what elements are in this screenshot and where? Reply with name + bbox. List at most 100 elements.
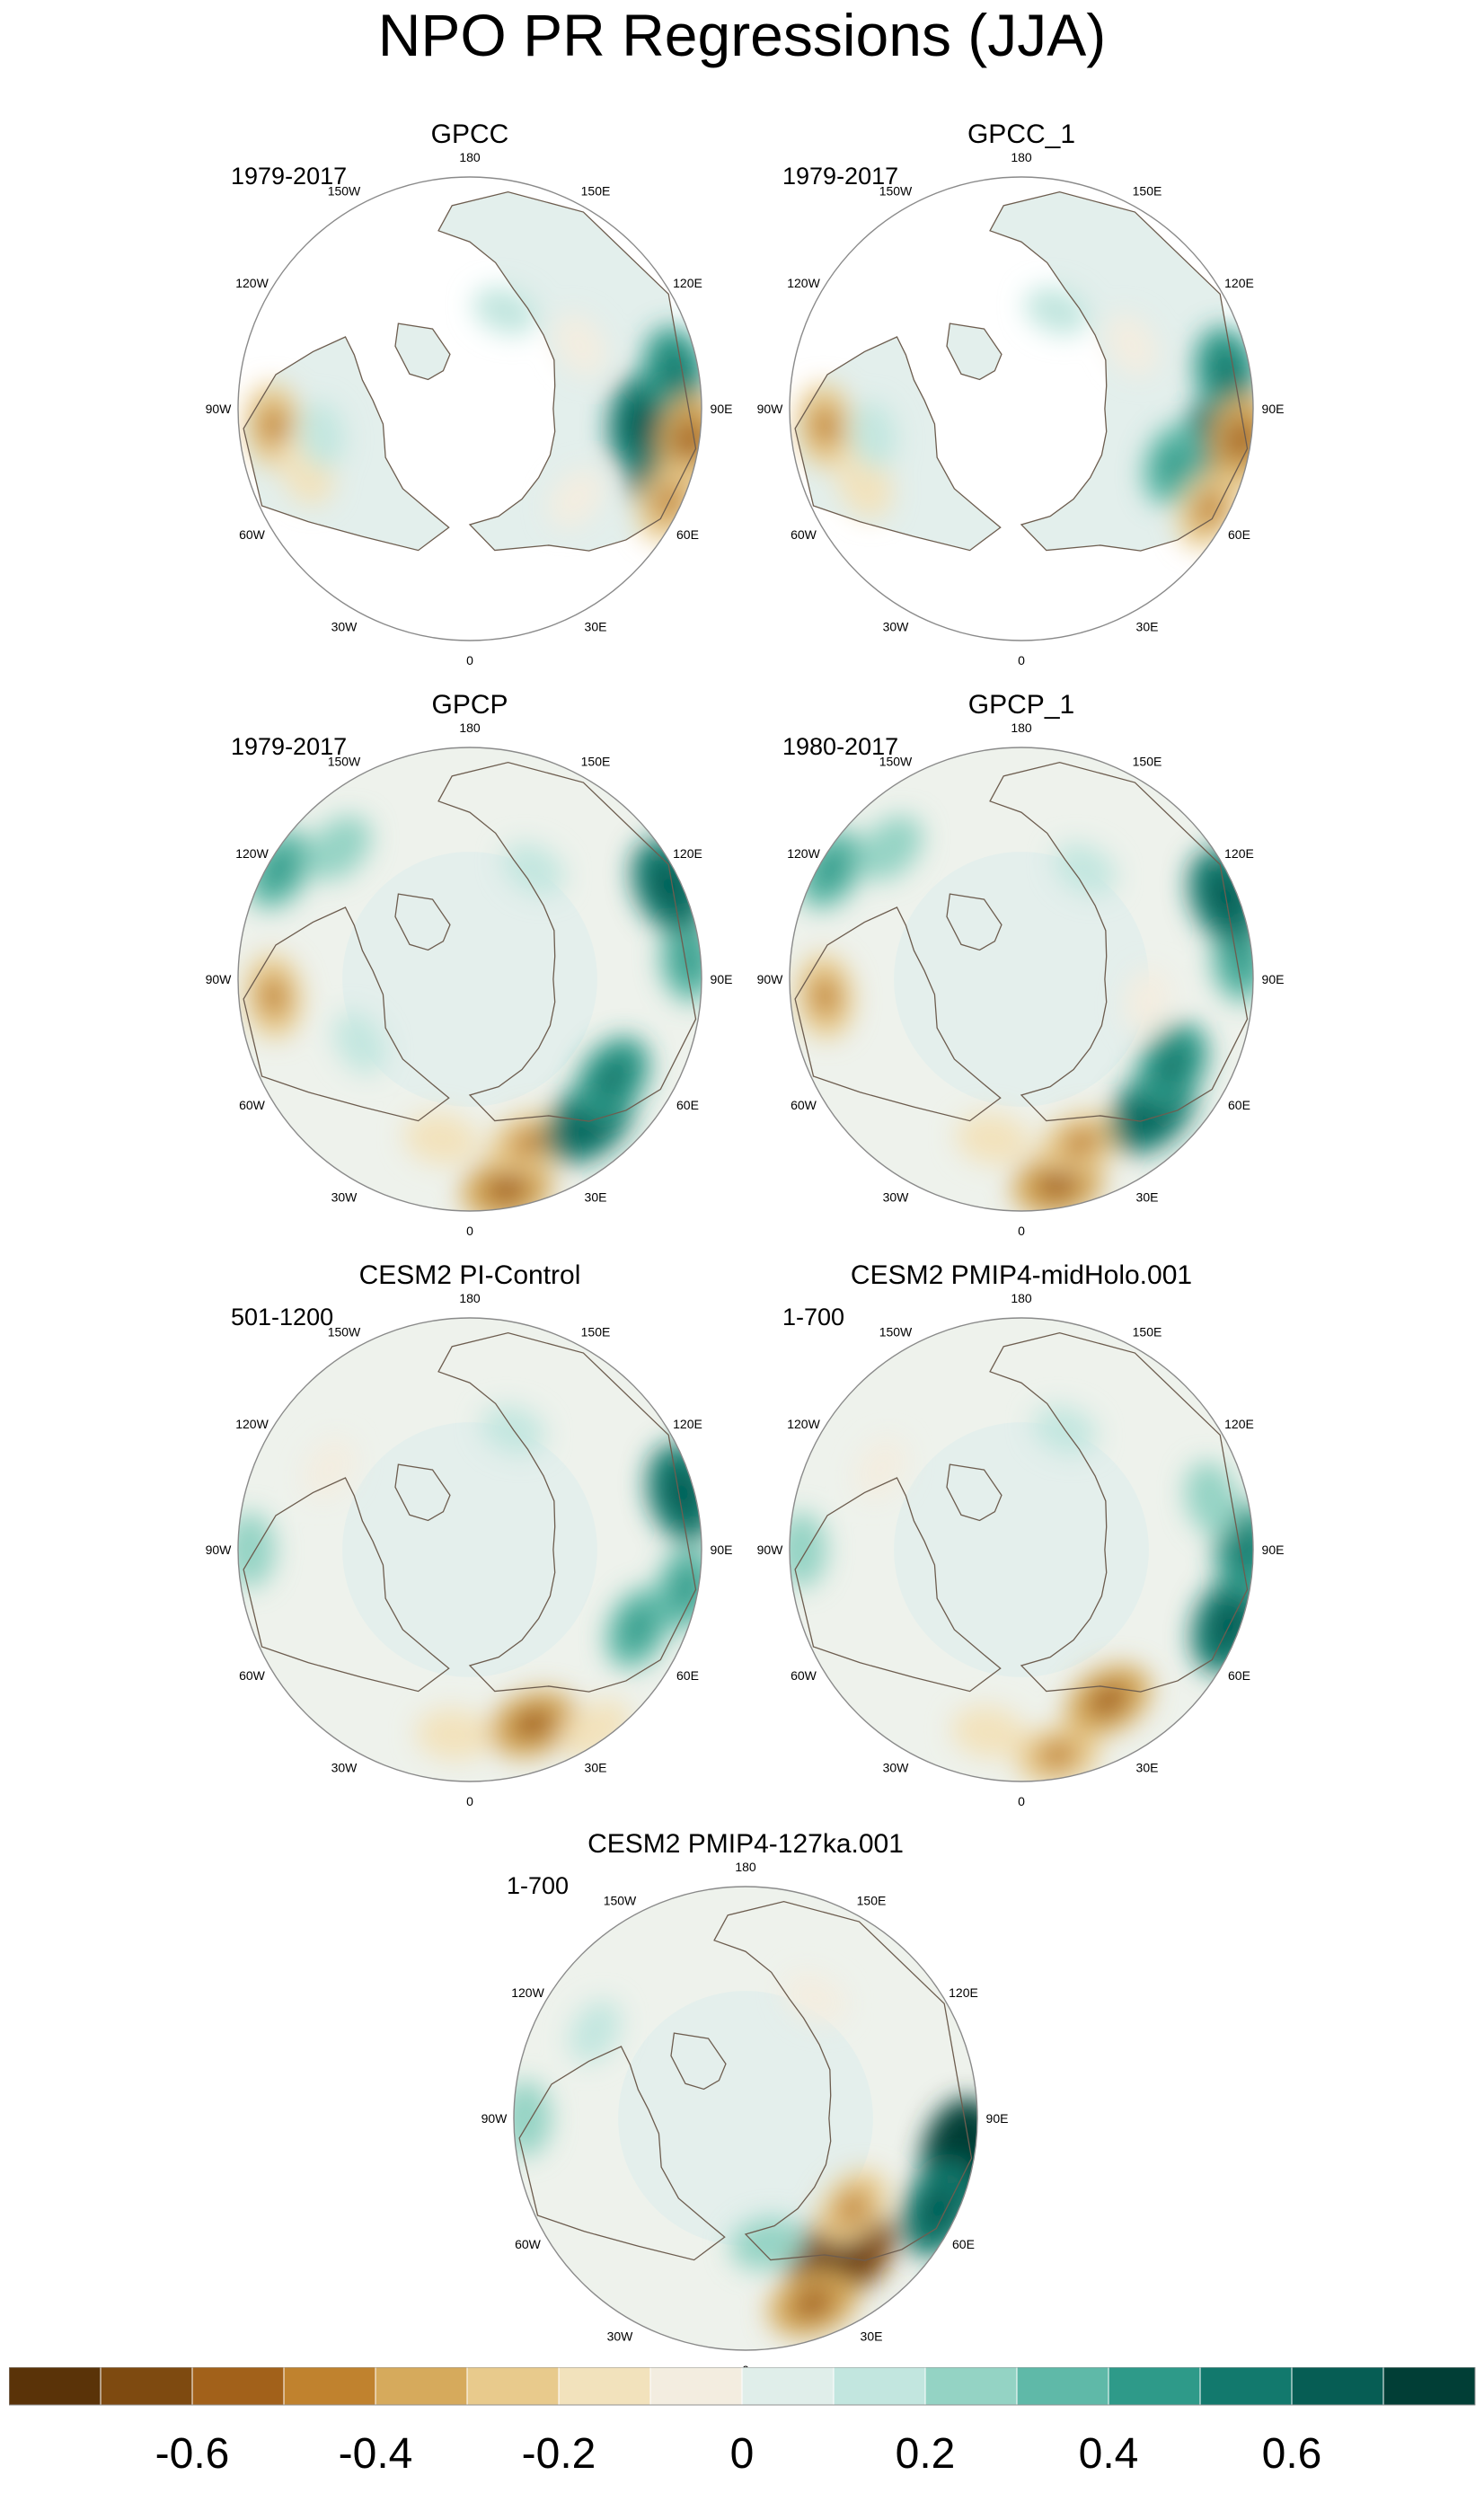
map-panel: CESM2 PMIP4-127ka.001 1-700 180 150E 120E 90E… [481, 1829, 1009, 2377]
longitude-label: 120E [673, 276, 702, 290]
longitude-label: 30W [883, 1189, 910, 1204]
longitude-label: 90W [757, 1543, 784, 1557]
longitude-label: 120W [235, 1417, 269, 1431]
panel-title: GPCP_1 [968, 690, 1074, 720]
longitude-label: 150E [1133, 1325, 1162, 1339]
anomaly-blob [548, 468, 605, 528]
map-background [342, 852, 597, 1107]
anomaly-blob [403, 1112, 480, 1165]
longitude-label: 180 [459, 1291, 481, 1305]
colorbar-box [283, 2367, 376, 2406]
colorbar-box [741, 2367, 835, 2406]
longitude-label: 60E [1228, 1668, 1250, 1683]
anomaly-core [623, 1608, 653, 1648]
colorbar-box [924, 2367, 1018, 2406]
panel-period: 1979-2017 [782, 163, 898, 190]
longitude-label: 60W [239, 527, 266, 542]
longitude-label: 120W [787, 846, 820, 861]
colorbar-frame [9, 2367, 1476, 2406]
anomaly-core [260, 405, 287, 446]
longitude-label: 120W [235, 846, 269, 861]
longitude-label: 0 [466, 1224, 473, 1238]
coastline [243, 336, 450, 552]
longitude-label: 150E [1133, 184, 1162, 199]
longitude-label: 150W [879, 755, 913, 769]
coastline [394, 893, 451, 951]
colorbar-box [1382, 2367, 1476, 2406]
anomaly-core [626, 399, 659, 448]
longitude-label: 150W [604, 1894, 637, 1908]
longitude-label: 60E [676, 527, 699, 542]
anomaly-blob [951, 1706, 1027, 1759]
coastline [794, 906, 1002, 1122]
panel-title: CESM2 PMIP4-127ka.001 [587, 1829, 904, 1859]
anomaly-core [509, 1127, 549, 1157]
longitude-label: 30W [883, 619, 910, 633]
anomaly-blob [554, 314, 606, 376]
map-panel: GPCC 1979-2017 180 150E 120E 90E 60E 30E 0 30W 60W… [206, 119, 733, 667]
anomaly-blob [298, 402, 345, 469]
anomaly-core [676, 940, 702, 981]
panel-title: GPCC [431, 119, 509, 149]
longitude-label: 90W [757, 972, 784, 986]
coastline [989, 1331, 1249, 1693]
longitude-label: 90E [1262, 972, 1285, 986]
longitude-label: 30E [585, 619, 607, 633]
longitude-label: 90W [206, 402, 233, 416]
longitude-label: 120E [949, 1985, 978, 2000]
longitude-label: 60W [515, 2237, 542, 2251]
longitude-label: 120E [1224, 276, 1254, 290]
longitude-label: 150E [581, 1325, 611, 1339]
longitude-label: 60E [1228, 527, 1250, 542]
colorbar-box [1199, 2367, 1293, 2406]
longitude-label: 30E [585, 1760, 607, 1774]
longitude-label: 120W [235, 276, 269, 290]
land-field [243, 337, 449, 551]
panel-period: 501-1200 [231, 1304, 333, 1330]
longitude-label: 30E [1136, 1189, 1159, 1204]
anomaly-core [484, 1173, 529, 1205]
anomaly-core [260, 976, 287, 1017]
coastline [243, 1477, 450, 1693]
coastline [243, 906, 450, 1122]
longitude-label: 60W [791, 1668, 817, 1683]
longitude-label: 150E [857, 1894, 887, 1908]
anomaly-blob [238, 1512, 276, 1587]
anomaly-core [1038, 1741, 1078, 1769]
longitude-label: 120E [1224, 846, 1254, 861]
coastline [989, 190, 1249, 552]
longitude-label: 60E [676, 1098, 699, 1112]
colorbar-label: -0.4 [339, 2430, 413, 2478]
panel-period: 1-700 [782, 1304, 844, 1330]
map-outline [237, 176, 702, 641]
colorbar-label: 0.4 [1079, 2430, 1139, 2478]
colorbar-box [1108, 2367, 1201, 2406]
anomaly-core [1087, 1683, 1129, 1718]
coastline [670, 2032, 727, 2091]
colorbar-box [9, 2367, 102, 2406]
anomaly-core [921, 2185, 958, 2232]
anomaly-blob [850, 402, 897, 469]
longitude-label: 150E [581, 184, 611, 199]
colorbar-box [191, 2367, 285, 2406]
longitude-label: 120E [673, 1417, 702, 1431]
colorbar-box [558, 2367, 651, 2406]
longitude-label: 90W [757, 402, 784, 416]
anomaly-blob [514, 2081, 552, 2156]
anomaly-core [1154, 1045, 1189, 1087]
anomaly-blob [1054, 843, 1117, 895]
anomaly-blob [333, 1012, 385, 1074]
longitude-label: 30W [883, 1760, 910, 1774]
longitude-label: 0 [1018, 1224, 1025, 1238]
anomaly-core [811, 976, 839, 1017]
figure-title: NPO PR Regressions (JJA) [377, 2, 1107, 68]
longitude-label: 150W [328, 755, 361, 769]
colorbar-label: 0 [730, 2430, 755, 2478]
anomaly-blob [1185, 1462, 1239, 1536]
panel-title: CESM2 PI-Control [359, 1260, 581, 1290]
longitude-label: 120W [787, 1417, 820, 1431]
anomaly-blob [306, 816, 371, 880]
longitude-label: 60W [791, 1098, 817, 1112]
map-panel: GPCP_1 1980-2017 180 150E 120E 90E 60E 30E 0 30W 6… [757, 690, 1285, 1238]
